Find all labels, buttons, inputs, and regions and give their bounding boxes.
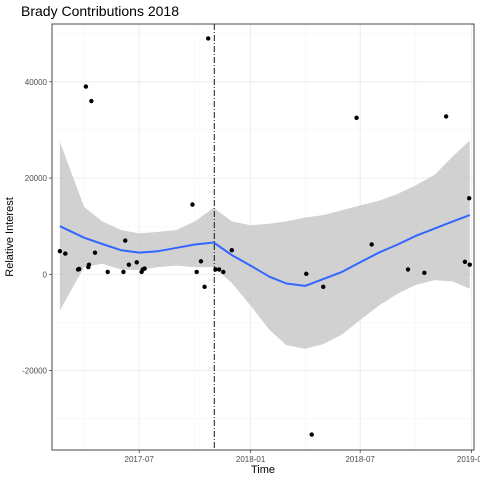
x-tick-label: 2019-01 (457, 455, 480, 464)
data-point (304, 271, 309, 277)
y-tick-label: -20000 (22, 367, 47, 376)
data-point (126, 262, 132, 267)
data-point (63, 251, 68, 256)
x-tick-label: 2018-07 (345, 455, 375, 464)
y-tick-label: 0 (43, 270, 48, 279)
data-point (194, 269, 199, 275)
data-point (216, 267, 222, 272)
x-axis-title: Time (251, 464, 275, 476)
data-point (89, 98, 94, 104)
data-point (105, 269, 110, 275)
chart-title: Brady Contributions 2018 (21, 3, 179, 19)
data-point (190, 202, 195, 207)
confidence-ribbon (59, 140, 470, 349)
data-point (221, 269, 226, 275)
data-point (77, 266, 82, 272)
data-point (422, 270, 427, 276)
x-tick-label: 2017-07 (125, 455, 155, 464)
y-tick-label: 20000 (25, 174, 48, 183)
data-point (57, 249, 63, 254)
data-point (121, 269, 126, 275)
smooth-trend-line (59, 214, 471, 287)
data-point (206, 36, 211, 41)
data-point (354, 115, 359, 121)
data-point (213, 267, 218, 272)
grid (52, 24, 474, 450)
points-layer (57, 36, 472, 437)
data-point (142, 266, 147, 271)
data-point (369, 242, 374, 247)
x-tick-label: 2018-01 (236, 455, 266, 464)
y-axis-title: Relative Interest (4, 197, 16, 276)
confidence-ribbon-layer (59, 140, 470, 349)
data-point (321, 284, 326, 290)
data-point (86, 262, 92, 267)
data-point (405, 267, 411, 272)
data-point (83, 84, 89, 89)
data-point (202, 284, 207, 290)
panel-border (51, 23, 475, 451)
data-point (229, 248, 235, 253)
data-point (309, 432, 314, 437)
data-point (123, 238, 128, 243)
smooth-line-layer (59, 214, 471, 287)
data-point (466, 196, 472, 201)
data-point (467, 262, 472, 267)
data-point (92, 250, 98, 255)
data-point (198, 259, 204, 264)
y-tick-label: 40000 (25, 78, 48, 87)
data-point (134, 260, 139, 265)
axes: 2017-07 2018-01 2018-07 2019-01 -20000 0 20000… (22, 78, 480, 464)
data-point (462, 259, 468, 264)
data-point (443, 114, 449, 119)
